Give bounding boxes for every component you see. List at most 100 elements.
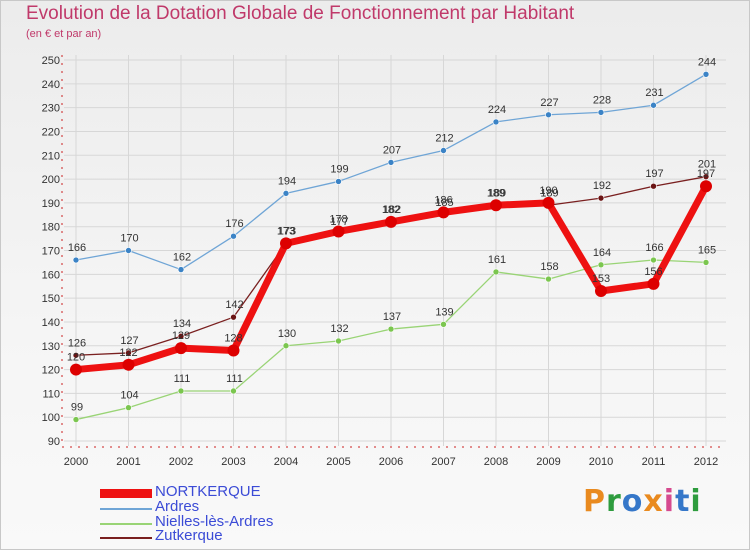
chart-subtitle: (en € et par an) — [26, 28, 102, 40]
data-point-zutkerque — [702, 173, 710, 180]
y-tick-label: 240 — [42, 79, 60, 91]
data-point-nortkerque — [385, 215, 397, 228]
data-label-nielles-l-s-ardres: 139 — [435, 306, 453, 318]
data-point-nortkerque — [70, 363, 82, 376]
data-point-nortkerque — [700, 180, 712, 193]
data-point-zutkerque — [72, 351, 80, 359]
data-label-ardres: 224 — [488, 104, 506, 116]
data-point-nortkerque — [332, 225, 345, 238]
y-tick-label: 110 — [42, 388, 60, 400]
data-point-nortkerque — [595, 284, 607, 297]
y-tick-label: 230 — [42, 103, 60, 115]
logo-letter: P — [583, 484, 606, 519]
data-point-zutkerque — [650, 182, 657, 190]
legend-label-ardres: Ardres — [155, 498, 200, 515]
data-label-nielles-l-s-ardres: 165 — [698, 244, 716, 256]
data-label-ardres: 231 — [645, 87, 663, 99]
data-point-nielles-l-s-ardres — [440, 321, 447, 328]
y-tick-label: 140 — [42, 317, 60, 329]
data-label-zutkerque: 134 — [173, 318, 191, 330]
y-tick-label: 100 — [42, 412, 60, 424]
x-tick-label: 2012 — [694, 456, 718, 468]
data-point-ardres — [177, 266, 185, 273]
series-lines — [70, 70, 712, 423]
data-point-ardres — [545, 111, 552, 119]
data-label-zutkerque: 201 — [698, 159, 716, 171]
data-point-nielles-l-s-ardres — [597, 261, 605, 269]
data-label-nielles-l-s-ardres: 111 — [174, 373, 191, 385]
chart-title: Evolution de la Dotation Globale de Fonc… — [26, 3, 575, 24]
data-label-nortkerque: 178 — [329, 213, 347, 225]
data-point-nielles-l-s-ardres — [702, 259, 710, 266]
data-point-nortkerque — [490, 199, 502, 212]
data-point-nortkerque — [542, 196, 555, 209]
data-point-ardres — [72, 256, 80, 264]
data-point-ardres — [650, 101, 657, 109]
data-label-ardres: 199 — [330, 163, 348, 175]
data-label-nortkerque: 122 — [119, 347, 137, 359]
data-labels: 166 170 162 176 194 199 207 212 224 227 228 231 244 9… — [67, 56, 716, 413]
data-label-nortkerque: 128 — [224, 333, 242, 345]
y-tick-label: 90 — [48, 436, 60, 448]
data-point-nortkerque — [175, 342, 187, 355]
y-tick-label: 220 — [42, 126, 60, 138]
y-tick-label: 250 — [42, 55, 60, 67]
data-label-nortkerque: 156 — [644, 266, 662, 278]
data-point-ardres — [440, 147, 447, 154]
y-tick-label: 150 — [42, 293, 60, 305]
data-point-ardres — [125, 247, 132, 254]
data-label-nortkerque: 182 — [382, 204, 400, 216]
data-point-ardres — [597, 109, 605, 116]
data-label-ardres: 228 — [593, 94, 611, 106]
data-label-zutkerque: 173 — [278, 225, 296, 237]
data-label-zutkerque: 189 — [488, 187, 506, 199]
logo-letter: x — [643, 484, 664, 519]
data-point-nielles-l-s-ardres — [545, 275, 552, 283]
y-tick-label: 200 — [42, 174, 60, 186]
data-point-ardres — [335, 178, 342, 185]
legend-label-nortkerque: NORTKERQUE — [155, 483, 261, 500]
legend-swatch-nortkerque — [100, 489, 152, 498]
data-label-zutkerque: 142 — [225, 299, 243, 311]
data-label-nortkerque: 189 — [487, 187, 505, 199]
data-label-ardres: 212 — [435, 132, 453, 144]
x-tick-label: 2006 — [379, 456, 403, 468]
data-point-nielles-l-s-ardres — [177, 387, 185, 395]
data-point-ardres — [492, 118, 500, 126]
data-label-nielles-l-s-ardres: 130 — [278, 328, 296, 340]
data-label-nielles-l-s-ardres: 111 — [226, 373, 243, 385]
data-point-ardres — [387, 159, 395, 166]
y-tick-label: 190 — [42, 198, 60, 210]
data-point-zutkerque — [125, 349, 132, 357]
legend-swatch-ardres — [100, 508, 152, 510]
data-point-nortkerque — [280, 237, 292, 250]
x-tick-label: 2008 — [484, 456, 508, 468]
data-label-nortkerque: 173 — [277, 225, 295, 237]
data-point-zutkerque — [177, 332, 185, 340]
y-tick-label: 120 — [42, 365, 60, 377]
data-label-zutkerque: 189 — [540, 187, 558, 199]
x-tick-label: 2010 — [589, 456, 613, 468]
data-point-ardres — [282, 190, 290, 197]
logo-letter: i — [690, 484, 702, 519]
data-label-nortkerque: 190 — [539, 185, 557, 197]
logo-letter: i — [663, 484, 676, 519]
x-tick-label: 2003 — [221, 456, 245, 468]
x-tick-label: 2002 — [169, 456, 193, 468]
data-label-zutkerque: 185 — [435, 197, 453, 209]
data-point-nortkerque — [647, 277, 660, 290]
data-point-ardres — [230, 232, 237, 240]
data-label-ardres: 170 — [120, 233, 138, 245]
x-tick-label: 2001 — [116, 456, 140, 468]
data-label-nortkerque: 153 — [592, 273, 610, 285]
data-label-nortkerque: 120 — [67, 352, 85, 364]
data-label-zutkerque: 126 — [68, 337, 86, 349]
data-label-ardres: 166 — [68, 242, 86, 254]
data-point-nielles-l-s-ardres — [335, 337, 342, 345]
axes: 90 100 110 120 130 140 150 160 170 180 190 200 210 22… — [42, 55, 726, 468]
y-tick-label: 210 — [42, 150, 60, 162]
data-point-nielles-l-s-ardres — [230, 387, 237, 395]
x-tick-label: 2007 — [431, 456, 455, 468]
